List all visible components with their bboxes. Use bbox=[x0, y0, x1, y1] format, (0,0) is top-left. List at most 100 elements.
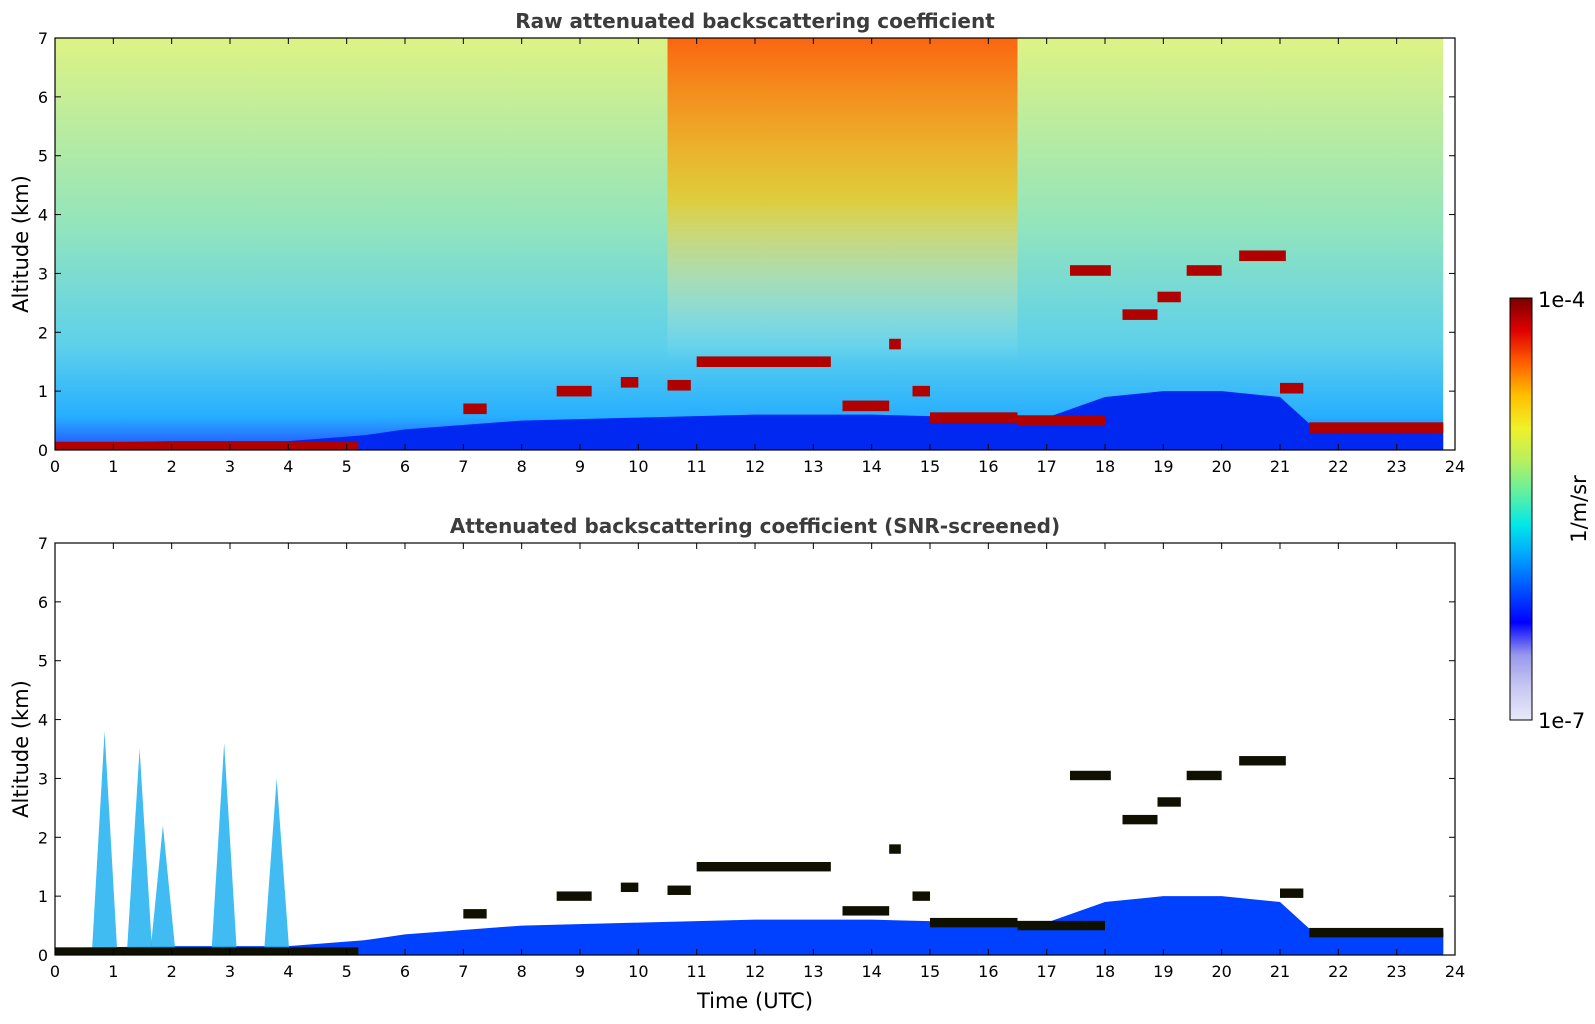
x-tick-label: 11 bbox=[686, 457, 706, 476]
y-tick-label: 7 bbox=[38, 534, 48, 553]
x-tick-label: 16 bbox=[978, 457, 998, 476]
y-tick-label: 4 bbox=[38, 206, 48, 225]
screened-cloud-layer bbox=[1157, 797, 1181, 807]
x-tick-label: 7 bbox=[458, 457, 468, 476]
cloud-layer bbox=[1280, 382, 1304, 394]
screened-cloud-layer bbox=[556, 891, 592, 901]
aerosol-plume bbox=[91, 731, 118, 955]
cloud-layer bbox=[55, 441, 359, 450]
x-tick-label: 20 bbox=[1211, 457, 1231, 476]
x-tick-label: 22 bbox=[1328, 457, 1348, 476]
y-tick-label: 2 bbox=[38, 828, 48, 847]
cloud-layer bbox=[1017, 415, 1105, 426]
y-tick-label: 0 bbox=[38, 441, 48, 460]
x-tick-label: 0 bbox=[50, 457, 60, 476]
x-tick-label: 14 bbox=[861, 962, 881, 981]
y-tick-label: 2 bbox=[38, 323, 48, 342]
x-tick-label: 4 bbox=[283, 457, 293, 476]
colorbar: 1e-4 1e-7 1/m/sr bbox=[1509, 288, 1591, 733]
y-tick-label: 3 bbox=[38, 769, 48, 788]
x-tick-label: 24 bbox=[1445, 962, 1465, 981]
cloud-layer bbox=[1309, 422, 1444, 433]
x-tick-label: 23 bbox=[1386, 962, 1406, 981]
y-tick-label: 6 bbox=[38, 88, 48, 107]
raw-backscatter-panel: Raw attenuated backscattering coefficien… bbox=[9, 9, 1465, 476]
y-tick-label: 0 bbox=[38, 946, 48, 965]
screened-cloud-layer bbox=[930, 917, 1018, 928]
colorbar-gradient bbox=[1509, 297, 1533, 721]
cloud-layer bbox=[912, 385, 930, 397]
screened-cloud-layer bbox=[842, 906, 890, 916]
y-tick-label: 1 bbox=[38, 887, 48, 906]
y-tick-label: 3 bbox=[38, 264, 48, 283]
snr-plot-frame bbox=[54, 542, 1456, 956]
aerosol-plume bbox=[126, 749, 153, 955]
x-tick-label: 16 bbox=[978, 962, 998, 981]
snr-panel-title: Attenuated backscattering coefficient (S… bbox=[450, 514, 1060, 538]
cloud-layer bbox=[1122, 309, 1158, 320]
x-tick-label: 13 bbox=[803, 962, 823, 981]
colorbar-max-label: 1e-4 bbox=[1538, 288, 1585, 312]
colorbar-unit-label: 1/m/sr bbox=[1567, 475, 1591, 543]
x-tick-label: 22 bbox=[1328, 962, 1348, 981]
cloud-layer bbox=[889, 338, 901, 350]
y-tick-label: 5 bbox=[38, 652, 48, 671]
cloud-layer bbox=[696, 356, 831, 368]
cloud-layer bbox=[1070, 265, 1111, 276]
daytime-noise-region bbox=[667, 38, 1018, 362]
x-tick-label: 2 bbox=[167, 457, 177, 476]
x-tick-label: 13 bbox=[803, 457, 823, 476]
y-tick-label: 1 bbox=[38, 382, 48, 401]
screened-cloud-layer bbox=[912, 891, 930, 901]
x-tick-label: 12 bbox=[745, 457, 765, 476]
screened-boundary-layer bbox=[55, 896, 1444, 955]
x-tick-label: 23 bbox=[1386, 457, 1406, 476]
cloud-layer bbox=[1239, 250, 1286, 262]
snr-heatmap-area bbox=[55, 731, 1444, 955]
screened-cloud-layer bbox=[1280, 888, 1304, 898]
x-tick-label: 3 bbox=[225, 962, 235, 981]
cloud-layer bbox=[842, 400, 890, 412]
cloud-layer bbox=[930, 412, 1018, 423]
raw-heatmap-area bbox=[55, 38, 1455, 450]
raw-ticks: 0 1 2 3 4 5 6 7 8 9 10 11 12 13 14 15 16 17 18 19 20 21 22 23 24… bbox=[38, 29, 1465, 476]
x-tick-label: 5 bbox=[342, 962, 352, 981]
x-tick-label: 2 bbox=[167, 962, 177, 981]
screened-cloud-layer bbox=[696, 862, 831, 872]
screened-cloud-layer bbox=[1017, 920, 1105, 931]
x-tick-label: 3 bbox=[225, 457, 235, 476]
x-tick-label: 15 bbox=[920, 962, 940, 981]
x-tick-label: 21 bbox=[1270, 962, 1290, 981]
x-tick-label: 9 bbox=[575, 457, 585, 476]
x-tick-label: 18 bbox=[1095, 457, 1115, 476]
x-tick-label: 8 bbox=[517, 962, 527, 981]
x-tick-label: 6 bbox=[400, 457, 410, 476]
x-tick-label: 7 bbox=[458, 962, 468, 981]
screened-cloud-layer bbox=[463, 909, 487, 919]
screened-cloud-layer bbox=[1070, 770, 1111, 781]
x-tick-label: 19 bbox=[1153, 457, 1173, 476]
x-axis-label: Time (UTC) bbox=[696, 989, 813, 1013]
x-tick-label: 0 bbox=[50, 962, 60, 981]
aerosol-plume bbox=[263, 778, 290, 955]
cloud-layer bbox=[1186, 265, 1222, 276]
x-tick-label: 1 bbox=[108, 457, 118, 476]
x-tick-label: 12 bbox=[745, 962, 765, 981]
aerosol-plume bbox=[150, 825, 176, 955]
cloud-layer bbox=[556, 385, 592, 397]
screened-cloud-layer bbox=[1186, 770, 1222, 781]
x-tick-label: 10 bbox=[628, 457, 648, 476]
x-tick-label: 15 bbox=[920, 457, 940, 476]
x-tick-label: 17 bbox=[1036, 962, 1056, 981]
screened-cloud-layer bbox=[1309, 927, 1444, 938]
screened-cloud-layer bbox=[620, 882, 639, 893]
snr-screened-panel: Attenuated backscattering coefficient (S… bbox=[9, 514, 1465, 1013]
x-tick-label: 6 bbox=[400, 962, 410, 981]
x-tick-label: 1 bbox=[108, 962, 118, 981]
screened-cloud-layer bbox=[1239, 756, 1286, 766]
x-tick-label: 8 bbox=[517, 457, 527, 476]
screened-cloud-layer bbox=[667, 885, 691, 895]
x-tick-label: 5 bbox=[342, 457, 352, 476]
raw-panel-title: Raw attenuated backscattering coefficien… bbox=[515, 9, 995, 33]
